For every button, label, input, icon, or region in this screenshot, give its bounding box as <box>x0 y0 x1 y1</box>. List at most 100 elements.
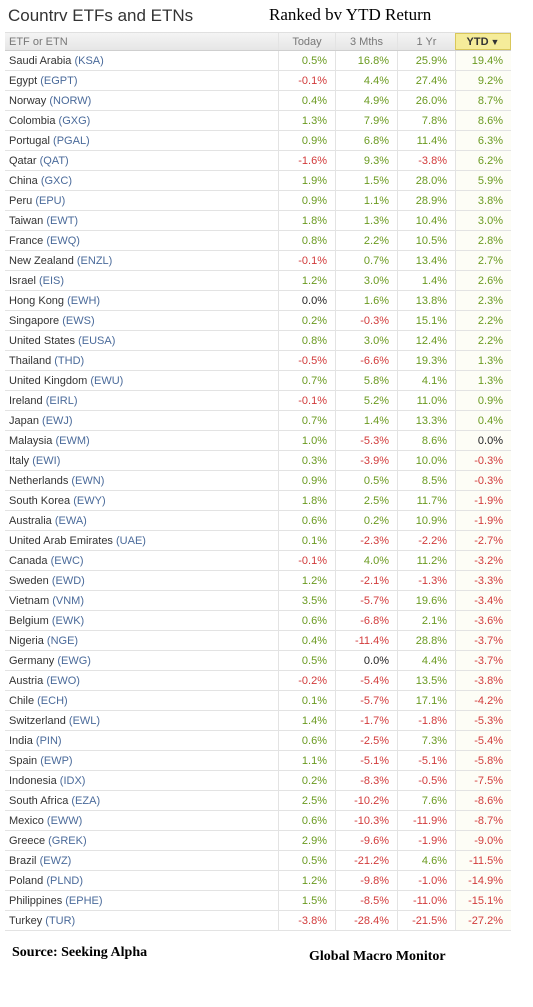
ticker-link[interactable]: (QAT) <box>39 154 69 167</box>
column-header-today[interactable]: Today <box>278 33 335 50</box>
ticker-link[interactable]: (IDX) <box>59 774 86 787</box>
source-note: Source: Seeking Alpha <box>12 945 148 960</box>
ticker-link[interactable]: (UAE) <box>116 534 146 547</box>
ticker-link[interactable]: (TUR) <box>45 914 76 927</box>
ticker-link[interactable]: (PGAL) <box>53 134 90 147</box>
today-value: 0.1% <box>278 691 335 710</box>
country-name: Qatar <box>9 154 37 167</box>
today-value: 0.6% <box>278 731 335 750</box>
3mths-value: -1.7% <box>335 711 397 730</box>
ticker-link[interactable]: (EWU) <box>90 374 124 387</box>
ticker-link[interactable]: (EWA) <box>54 514 87 527</box>
ticker-link[interactable]: (EZA) <box>71 794 101 807</box>
etf-name-cell: Peru (EPU) <box>5 191 278 210</box>
column-header-3mths[interactable]: 3 Mths <box>335 33 397 50</box>
ticker-link[interactable]: (EWY) <box>73 494 106 507</box>
ytd-value: -7.5% <box>455 771 511 790</box>
ytd-value: 6.3% <box>455 131 511 150</box>
ticker-link[interactable]: (EWQ) <box>46 234 80 247</box>
ticker-link[interactable]: (KSA) <box>74 54 104 67</box>
today-value: -0.1% <box>278 71 335 90</box>
ticker-link[interactable]: (GXC) <box>40 174 72 187</box>
ticker-link[interactable]: (EWG) <box>57 654 91 667</box>
country-name: Canada <box>9 554 48 567</box>
etf-name-cell: Chile (ECH) <box>5 691 278 710</box>
table-body: Saudi Arabia (KSA) 0.5% 16.8% 25.9% 19.4% Egy… <box>5 51 511 931</box>
ticker-link[interactable]: (EWJ) <box>42 414 73 427</box>
ytd-value: 8.6% <box>455 111 511 130</box>
ytd-value: 3.8% <box>455 191 511 210</box>
3mths-value: 6.8% <box>335 131 397 150</box>
country-name: Indonesia <box>9 774 57 787</box>
ticker-link[interactable]: (EPU) <box>35 194 66 207</box>
ticker-link[interactable]: (VNM) <box>52 594 84 607</box>
1yr-value: 26.0% <box>397 91 455 110</box>
1yr-value: -0.5% <box>397 771 455 790</box>
ticker-link[interactable]: (EWK) <box>51 614 85 627</box>
ticker-link[interactable]: (EWC) <box>50 554 84 567</box>
1yr-value: -1.0% <box>397 871 455 890</box>
country-name: United Arab Emirates <box>9 534 113 547</box>
etf-name-cell: India (PIN) <box>5 731 278 750</box>
today-value: 1.1% <box>278 751 335 770</box>
ticker-link[interactable]: (EWD) <box>51 574 85 587</box>
ticker-link[interactable]: (EWM) <box>55 434 90 447</box>
ticker-link[interactable]: (EWI) <box>32 454 61 467</box>
ticker-link[interactable]: (EGPT) <box>40 74 78 87</box>
etf-name-cell: Thailand (THD) <box>5 351 278 370</box>
etf-name-cell: United Arab Emirates (UAE) <box>5 531 278 550</box>
ticker-link[interactable]: (EWT) <box>46 214 79 227</box>
ticker-link[interactable]: (EIRL) <box>45 394 78 407</box>
country-name: Nigeria <box>9 634 44 647</box>
etf-name-cell: Netherlands (EWN) <box>5 471 278 490</box>
etf-name-cell: Canada (EWC) <box>5 551 278 570</box>
ticker-link[interactable]: (EUSA) <box>78 334 116 347</box>
today-value: 1.0% <box>278 431 335 450</box>
ticker-link[interactable]: (EWP) <box>40 754 73 767</box>
ticker-link[interactable]: (ENZL) <box>76 254 113 267</box>
etf-name-cell: Sweden (EWD) <box>5 571 278 590</box>
ticker-link[interactable]: (PLND) <box>46 874 83 887</box>
country-name: Singapore <box>9 314 60 327</box>
ticker-link[interactable]: (THD) <box>54 354 85 367</box>
etf-name-cell: Turkey (TUR) <box>5 911 278 930</box>
ytd-value: 0.4% <box>455 411 511 430</box>
country-name: Peru <box>9 194 33 207</box>
ticker-link[interactable]: (GREK) <box>48 834 87 847</box>
country-name: United States <box>9 334 76 347</box>
3mths-value: 0.7% <box>335 251 397 270</box>
today-value: 0.9% <box>278 131 335 150</box>
ticker-link[interactable]: (EWL) <box>68 714 101 727</box>
ticker-link[interactable]: (ECH) <box>37 694 68 707</box>
1yr-value: 7.3% <box>397 731 455 750</box>
ytd-value: 2.3% <box>455 291 511 310</box>
ticker-link[interactable]: (EWS) <box>62 314 95 327</box>
3mths-value: 4.0% <box>335 551 397 570</box>
country-name: South Korea <box>9 494 71 507</box>
country-name: Sweden <box>9 574 49 587</box>
ranking-subtitle: Ranked bv YTD Return <box>269 5 432 24</box>
ticker-link[interactable]: (EWN) <box>71 474 105 487</box>
ytd-value: -27.2% <box>455 911 511 930</box>
ticker-link[interactable]: (EWW) <box>46 814 83 827</box>
ticker-link[interactable]: (EWO) <box>46 674 80 687</box>
column-header-ytd[interactable]: YTD ▼ <box>455 33 511 50</box>
ticker-link[interactable]: (NGE) <box>46 634 79 647</box>
3mths-value: 9.3% <box>335 151 397 170</box>
column-header-1yr[interactable]: 1 Yr <box>397 33 455 50</box>
table-row: China (GXC) 1.9% 1.5% 28.0% 5.9% <box>5 171 511 191</box>
ticker-link[interactable]: (PIN) <box>35 734 62 747</box>
ytd-value: -3.8% <box>455 671 511 690</box>
ytd-value: -0.3% <box>455 471 511 490</box>
ticker-link[interactable]: (EWZ) <box>39 854 72 867</box>
column-header-etf[interactable]: ETF or ETN <box>9 35 68 48</box>
etf-name-cell: United States (EUSA) <box>5 331 278 350</box>
ticker-link[interactable]: (NORW) <box>49 94 92 107</box>
ticker-link[interactable]: (GXG) <box>58 114 91 127</box>
etf-name-cell: Italy (EWI) <box>5 451 278 470</box>
ticker-link[interactable]: (EPHE) <box>65 894 103 907</box>
ticker-link[interactable]: (EWH) <box>67 294 101 307</box>
ticker-link[interactable]: (EIS) <box>38 274 65 287</box>
3mths-value: -2.5% <box>335 731 397 750</box>
country-name: Brazil <box>9 854 37 867</box>
